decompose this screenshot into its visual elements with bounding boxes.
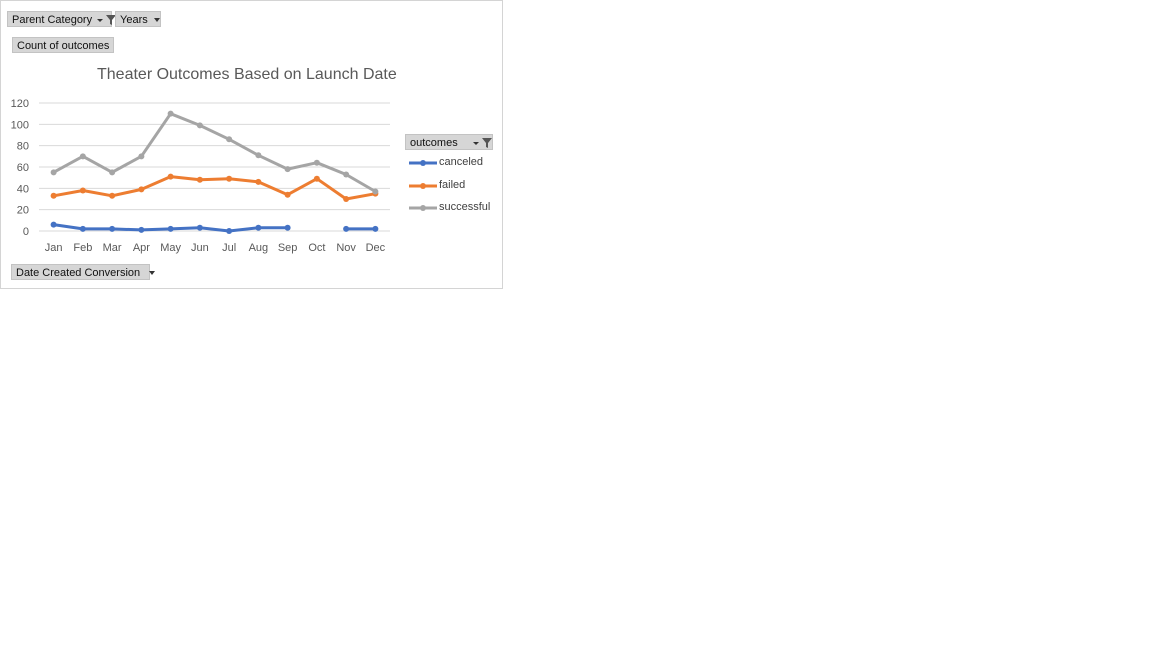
series-line-canceled (53, 223, 376, 233)
y-tick-label: 100 (11, 119, 29, 131)
chart-title: Theater Outcomes Based on Launch Date (97, 66, 397, 83)
dropdown-arrow-icon (97, 18, 104, 22)
data-point-failed (284, 191, 291, 198)
values-field-label: Count of outcomes (12, 37, 115, 53)
x-tick-label: Jan (45, 242, 63, 254)
data-point-failed (196, 176, 203, 183)
data-point-successful (50, 169, 57, 176)
x-tick-label: Apr (133, 242, 150, 254)
data-point-successful (167, 110, 174, 117)
dropdown-arrow-icon (153, 18, 160, 23)
axis-field-label: Date Created Conversion (16, 267, 141, 279)
x-tick-label: Mar (103, 242, 122, 254)
outcomes-legend-filter-button[interactable]: outcomes (405, 134, 493, 150)
data-point-successful (372, 188, 379, 195)
legend-item-successful: successful (409, 200, 490, 214)
x-tick-label: Nov (336, 242, 356, 254)
data-point-successful (79, 153, 86, 160)
series-line-failed (53, 175, 376, 201)
x-tick-label: Oct (308, 242, 325, 254)
y-tick-label: 80 (17, 141, 29, 153)
funnel-icon (481, 138, 492, 149)
data-point-successful (138, 153, 145, 160)
y-tick-label: 20 (17, 205, 29, 217)
dropdown-arrow-icon (472, 141, 479, 145)
legend-swatch-successful (409, 205, 437, 211)
data-point-failed (226, 175, 233, 182)
data-point-failed (343, 196, 350, 202)
parent-category-label: Parent Category (12, 14, 93, 26)
data-point-failed (167, 173, 174, 180)
years-filter-button[interactable]: Years (115, 11, 161, 27)
data-point-canceled (109, 225, 116, 232)
y-tick-label: 60 (17, 162, 29, 174)
data-point-canceled (50, 221, 57, 228)
legend-item-canceled: canceled (409, 155, 483, 169)
data-point-canceled (343, 225, 350, 232)
data-point-successful (313, 159, 320, 166)
data-point-successful (255, 152, 262, 159)
data-point-successful (196, 122, 203, 129)
y-tick-label: 0 (23, 226, 29, 238)
data-point-canceled (167, 225, 174, 232)
data-point-canceled (284, 224, 291, 231)
data-point-failed (50, 192, 57, 199)
legend-item-failed: failed (409, 178, 465, 192)
data-point-canceled (226, 228, 233, 234)
x-tick-label: May (160, 242, 181, 254)
parent-category-filter-button[interactable]: Parent Category (7, 11, 117, 27)
data-point-canceled (196, 224, 203, 231)
data-point-successful (343, 171, 350, 178)
legend-label-canceled: canceled (439, 156, 484, 168)
legend-label-successful: successful (439, 201, 491, 213)
data-point-failed (255, 178, 262, 185)
data-point-failed (138, 186, 145, 193)
legend-swatch-failed (409, 183, 437, 189)
x-tick-label: Jun (191, 242, 209, 254)
y-tick-label: 120 (11, 98, 29, 110)
x-tick-label: Feb (73, 242, 92, 254)
data-point-failed (109, 192, 116, 199)
funnel-icon (106, 15, 117, 26)
outcomes-label: outcomes (410, 137, 458, 149)
x-tick-label: Dec (366, 242, 386, 254)
data-point-successful (226, 136, 233, 143)
legend-label-failed: failed (439, 179, 466, 191)
data-point-failed (79, 187, 86, 194)
legend-swatch-canceled (409, 160, 437, 166)
plot-area: 0 20 40 60 80 100 120 Jan Feb Mar Apr May Jun Jul Aug S… (11, 98, 390, 254)
years-label: Years (120, 14, 148, 26)
data-point-successful (109, 169, 116, 176)
y-tick-label: 40 (17, 183, 29, 195)
data-point-successful (284, 166, 291, 173)
data-point-failed (313, 175, 320, 182)
x-tick-label: Jul (222, 242, 236, 254)
axis-field-filter-button[interactable]: Date Created Conversion (11, 264, 156, 280)
dropdown-arrow-icon (149, 271, 156, 276)
data-point-canceled (255, 224, 262, 231)
pivot-chart-frame: Parent Category Years Count of outcomes … (0, 0, 503, 289)
data-point-canceled (79, 225, 86, 232)
series-line-successful (52, 112, 377, 193)
x-tick-label: Aug (249, 242, 269, 254)
data-point-canceled (138, 226, 145, 233)
x-tick-label: Sep (278, 242, 298, 254)
data-point-canceled (372, 225, 379, 232)
